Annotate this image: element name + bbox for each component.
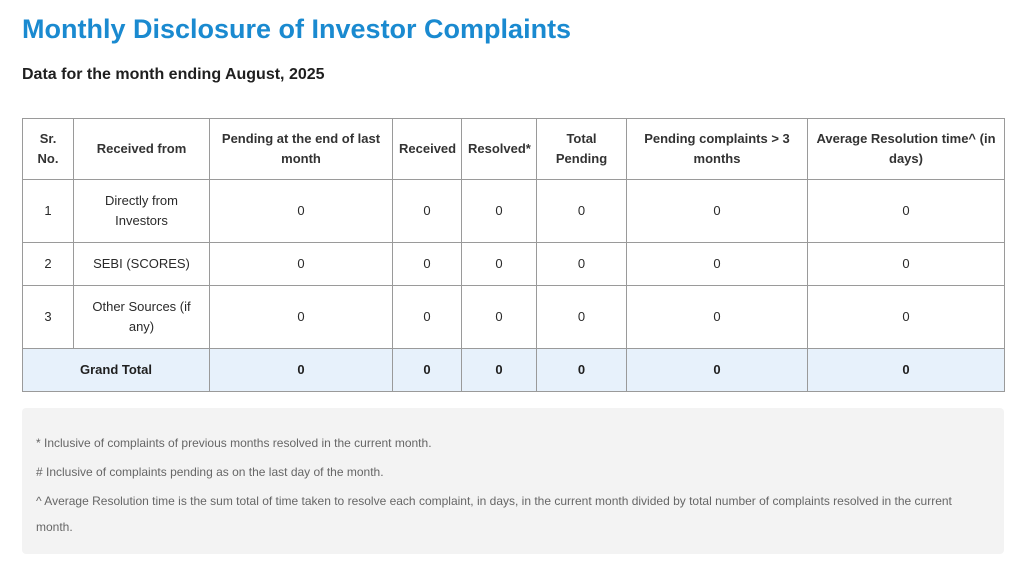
cell-resolved: 0 (461, 179, 537, 243)
cell-received: 0 (392, 285, 462, 349)
page-subtitle: Data for the month ending August, 2025 (22, 66, 325, 83)
header-sr-no: Sr. No. (22, 118, 74, 180)
total-total-pending: 0 (536, 348, 627, 392)
header-received-from: Received from (73, 118, 210, 180)
cell-received-from: SEBI (SCORES) (73, 242, 210, 286)
cell-pending-last-month: 0 (209, 242, 393, 286)
page-title: Monthly Disclosure of Investor Complaint… (22, 14, 572, 44)
table-row: 3 Other Sources (if any) 0 0 0 0 0 0 (22, 285, 1005, 349)
complaints-table: Sr. No. Received from Pending at the end… (22, 118, 1005, 392)
cell-received-from: Directly from Investors (73, 179, 210, 243)
table-header-row: Sr. No. Received from Pending at the end… (22, 118, 1005, 180)
header-resolved: Resolved* (461, 118, 537, 180)
cell-total-pending: 0 (536, 285, 627, 349)
footnote-pending: # Inclusive of complaints pending as on … (36, 465, 384, 479)
cell-sr-no: 1 (22, 179, 74, 243)
header-avg-resolution-time: Average Resolution time^ (in days) (807, 118, 1005, 180)
cell-pending-3-months: 0 (626, 242, 808, 286)
total-avg-resolution-time: 0 (807, 348, 1005, 392)
footnotes-box: * Inclusive of complaints of previous mo… (22, 408, 1004, 554)
cell-pending-last-month: 0 (209, 285, 393, 349)
cell-sr-no: 2 (22, 242, 74, 286)
cell-pending-3-months: 0 (626, 285, 808, 349)
total-pending-last-month: 0 (209, 348, 393, 392)
header-total-pending: Total Pending (536, 118, 627, 180)
grand-total-row: Grand Total 0 0 0 0 0 0 (22, 348, 1005, 392)
cell-sr-no: 3 (22, 285, 74, 349)
cell-total-pending: 0 (536, 242, 627, 286)
table-row: 2 SEBI (SCORES) 0 0 0 0 0 0 (22, 242, 1005, 286)
cell-received: 0 (392, 179, 462, 243)
footnote-resolved: * Inclusive of complaints of previous mo… (36, 436, 432, 450)
cell-resolved: 0 (461, 242, 537, 286)
header-pending-last-month: Pending at the end of last month (209, 118, 393, 180)
table-row: 1 Directly from Investors 0 0 0 0 0 0 (22, 179, 1005, 243)
total-pending-3-months: 0 (626, 348, 808, 392)
cell-avg-resolution-time: 0 (807, 242, 1005, 286)
cell-avg-resolution-time: 0 (807, 285, 1005, 349)
header-received: Received (392, 118, 462, 180)
cell-received-from: Other Sources (if any) (73, 285, 210, 349)
total-resolved: 0 (461, 348, 537, 392)
cell-received: 0 (392, 242, 462, 286)
footnote-avg-resolution: ^ Average Resolution time is the sum tot… (36, 494, 952, 534)
cell-resolved: 0 (461, 285, 537, 349)
grand-total-label: Grand Total (22, 348, 210, 392)
cell-pending-3-months: 0 (626, 179, 808, 243)
cell-pending-last-month: 0 (209, 179, 393, 243)
header-pending-3-months: Pending complaints > 3 months (626, 118, 808, 180)
cell-total-pending: 0 (536, 179, 627, 243)
cell-avg-resolution-time: 0 (807, 179, 1005, 243)
total-received: 0 (392, 348, 462, 392)
